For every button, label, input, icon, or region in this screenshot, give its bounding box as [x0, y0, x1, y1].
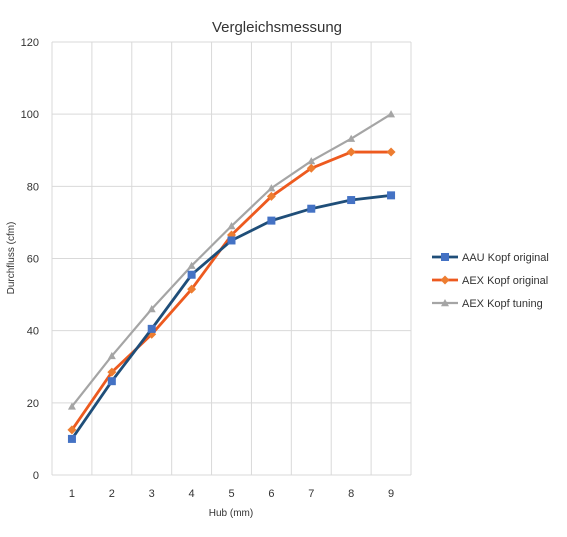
legend-item: AEX Kopf tuning — [432, 298, 543, 310]
y-axis-title: Durchfluss (cfm) — [6, 222, 17, 295]
data-point — [147, 305, 156, 313]
data-point — [267, 216, 276, 225]
data-point — [266, 191, 276, 201]
data-point — [187, 261, 196, 269]
legend: AAU Kopf original AEX Kopf original AEX Ko… — [432, 252, 549, 310]
gridlines — [51, 41, 412, 476]
data-point — [307, 204, 316, 213]
data-point — [107, 377, 116, 386]
x-tick-label: 7 — [308, 488, 314, 500]
data-point — [227, 222, 236, 230]
legend-marker — [440, 275, 450, 285]
x-axis-tick-labels: 1 2 3 4 5 6 7 8 9 — [69, 488, 394, 500]
series-3 — [67, 110, 396, 410]
y-tick-label: 0 — [33, 470, 39, 482]
series-2 — [67, 147, 396, 435]
data-point — [267, 184, 276, 192]
x-tick-label: 3 — [149, 488, 155, 500]
legend-item: AAU Kopf original — [432, 252, 549, 264]
x-tick-label: 4 — [189, 488, 195, 500]
data-point — [306, 163, 316, 173]
y-tick-label: 40 — [27, 326, 39, 338]
data-point — [387, 110, 396, 118]
y-axis-tick-labels: 0 20 40 60 80 100 120 — [21, 37, 39, 482]
chart-title: Vergleichsmessung — [212, 19, 342, 36]
series-1 — [67, 191, 396, 443]
data-point — [107, 367, 117, 377]
x-axis-title: Hub (mm) — [209, 508, 253, 519]
legend-marker — [441, 253, 449, 261]
data-point — [67, 402, 76, 410]
data-series — [67, 110, 396, 443]
x-tick-label: 2 — [109, 488, 115, 500]
legend-label: AEX Kopf tuning — [462, 298, 543, 310]
legend-label: AEX Kopf original — [462, 275, 548, 287]
y-tick-label: 100 — [21, 109, 39, 121]
data-point — [187, 284, 197, 294]
series-line — [70, 150, 392, 431]
data-point — [346, 147, 356, 157]
legend-marker — [441, 299, 449, 307]
legend-label: AAU Kopf original — [462, 252, 549, 264]
data-point — [387, 191, 396, 200]
data-point — [147, 324, 156, 333]
series-line — [71, 113, 392, 408]
data-point — [227, 236, 236, 245]
data-point — [347, 134, 356, 142]
data-point — [67, 434, 76, 443]
y-tick-label: 60 — [27, 254, 39, 266]
data-point — [67, 425, 77, 435]
y-tick-label: 120 — [21, 37, 39, 49]
legend-item: AEX Kopf original — [432, 275, 548, 287]
data-point — [307, 157, 316, 165]
x-tick-label: 9 — [388, 488, 394, 500]
x-tick-label: 8 — [348, 488, 354, 500]
data-point — [187, 270, 196, 279]
x-tick-label: 6 — [268, 488, 274, 500]
data-point — [107, 351, 116, 360]
y-tick-label: 80 — [27, 181, 39, 193]
x-tick-label: 1 — [69, 488, 75, 500]
data-point — [347, 196, 356, 205]
data-point — [386, 147, 396, 157]
x-tick-label: 5 — [228, 488, 234, 500]
y-tick-label: 20 — [27, 398, 39, 410]
